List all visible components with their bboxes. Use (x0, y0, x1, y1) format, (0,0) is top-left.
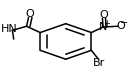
Text: O: O (117, 21, 125, 31)
Text: Br: Br (93, 58, 106, 68)
Text: +: + (103, 19, 110, 28)
Text: HN: HN (1, 24, 18, 34)
Text: O: O (100, 10, 108, 20)
Text: O: O (26, 9, 34, 19)
Text: −: − (120, 18, 128, 28)
Text: N: N (99, 22, 108, 32)
